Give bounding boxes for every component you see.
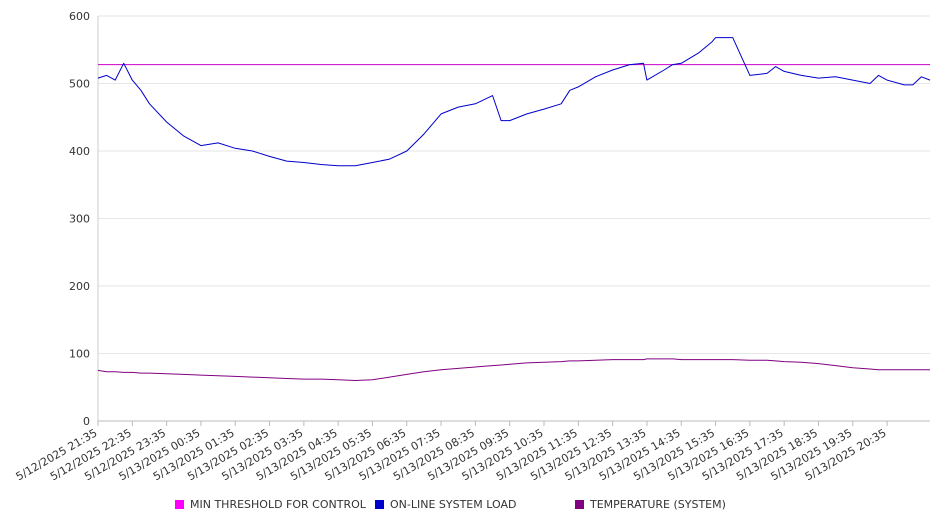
legend-item-temperature[interactable]: TEMPERATURE (SYSTEM) bbox=[575, 498, 726, 511]
y-tick-label: 600 bbox=[69, 10, 90, 23]
y-tick-label: 200 bbox=[69, 280, 90, 293]
x-axis: 5/12/2025 21:355/12/2025 22:355/12/2025 … bbox=[14, 420, 930, 483]
series-lines bbox=[97, 37, 931, 381]
y-tick-label: 0 bbox=[83, 415, 90, 428]
legend-label-min-threshold: MIN THRESHOLD FOR CONTROL bbox=[190, 498, 366, 511]
series-line-temperature bbox=[97, 358, 930, 381]
legend-swatch-online-system-load bbox=[375, 500, 384, 509]
legend-swatch-min-threshold bbox=[175, 500, 184, 509]
series-line-online-system-load bbox=[97, 37, 931, 167]
y-tick-label: 100 bbox=[69, 348, 90, 361]
legend-swatch-temperature bbox=[575, 500, 584, 509]
grid-lines bbox=[98, 15, 930, 354]
legend-item-min-threshold[interactable]: MIN THRESHOLD FOR CONTROL bbox=[175, 498, 366, 511]
legend-label-temperature: TEMPERATURE (SYSTEM) bbox=[590, 498, 726, 511]
y-tick-label: 500 bbox=[69, 78, 90, 91]
legend: MIN THRESHOLD FOR CONTROL ON-LINE SYSTEM… bbox=[0, 498, 946, 518]
y-tick-label: 300 bbox=[69, 213, 90, 226]
legend-item-online-system-load[interactable]: ON-LINE SYSTEM LOAD bbox=[375, 498, 516, 511]
y-tick-label: 400 bbox=[69, 145, 90, 158]
y-axis: 0 100 200 300 400 500 600 bbox=[69, 10, 99, 428]
legend-label-online-system-load: ON-LINE SYSTEM LOAD bbox=[390, 498, 517, 511]
